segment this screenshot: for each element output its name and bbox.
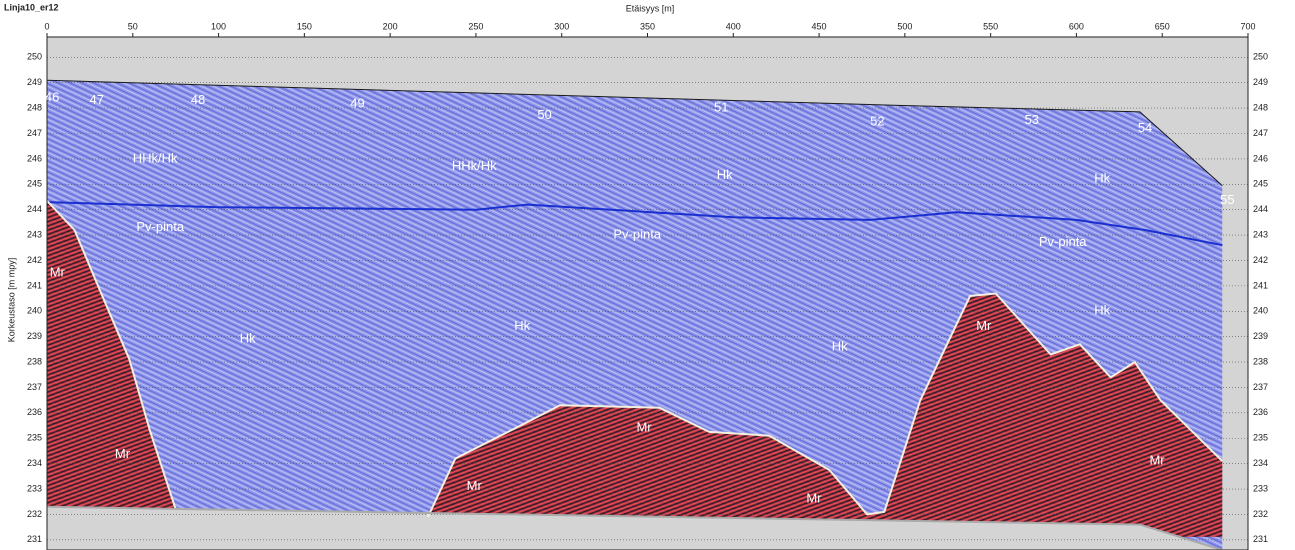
x-tick-label: 600 — [1069, 21, 1084, 31]
annotation: Mr — [1149, 453, 1165, 468]
annotation: 52 — [870, 114, 884, 129]
y-tick-label: 248 — [27, 102, 42, 112]
annotation: 55 — [1220, 192, 1234, 207]
x-tick-label: 400 — [726, 21, 741, 31]
x-tick-label: 650 — [1155, 21, 1170, 31]
y-axis-label: Korkeustaso [m mpy] — [6, 258, 16, 343]
x-tick-label: 450 — [812, 21, 827, 31]
y-tick-label: 236 — [27, 407, 42, 417]
annotation: 50 — [537, 107, 551, 122]
annotation: Hk — [1094, 303, 1110, 318]
y-tick-label: 246 — [27, 153, 42, 163]
x-tick-label: 550 — [983, 21, 998, 31]
y-tick-label-right: 243 — [1253, 229, 1268, 239]
annotation: HHk/Hk — [452, 158, 497, 173]
y-tick-label-right: 247 — [1253, 128, 1268, 138]
annotation: Pv-pinta — [136, 219, 184, 234]
annotation: 54 — [1138, 120, 1152, 135]
annotation: Mr — [50, 265, 66, 280]
page: Linja10_er12 Etäisyys [m] Korkeustaso [m… — [0, 0, 1295, 550]
annotation: Pv-pinta — [1039, 234, 1087, 249]
annotation: 51 — [714, 100, 728, 115]
y-tick-label-right: 232 — [1253, 509, 1268, 519]
chart-title: Linja10_er12 — [4, 2, 59, 12]
y-tick-label: 234 — [27, 458, 42, 468]
annotation: 46 — [45, 89, 59, 104]
y-tick-label: 244 — [27, 204, 42, 214]
annotation: 48 — [191, 92, 205, 107]
annotation: Mr — [976, 318, 992, 333]
y-tick-label-right: 235 — [1253, 433, 1268, 443]
y-tick-label: 242 — [27, 255, 42, 265]
annotation: Mr — [115, 446, 131, 461]
y-tick-label: 233 — [27, 483, 42, 493]
y-tick-label: 232 — [27, 509, 42, 519]
y-tick-label: 238 — [27, 356, 42, 366]
x-tick-label: 250 — [468, 21, 483, 31]
y-tick-label: 235 — [27, 433, 42, 443]
y-tick-label: 237 — [27, 382, 42, 392]
y-tick-label-right: 239 — [1253, 331, 1268, 341]
annotation: Hk — [240, 331, 256, 346]
annotation: 47 — [90, 92, 104, 107]
y-tick-label-right: 246 — [1253, 153, 1268, 163]
annotation: HHk/Hk — [133, 150, 178, 165]
y-tick-label: 239 — [27, 331, 42, 341]
x-tick-label: 350 — [640, 21, 655, 31]
y-tick-label-right: 231 — [1253, 534, 1268, 544]
y-tick-label: 247 — [27, 128, 42, 138]
x-axis-label: Etäisyys [m] — [626, 3, 675, 13]
annotation: 53 — [1025, 112, 1039, 127]
x-tick-label: 150 — [297, 21, 312, 31]
y-tick-label: 241 — [27, 280, 42, 290]
y-tick-label-right: 248 — [1253, 102, 1268, 112]
x-tick-label: 700 — [1240, 21, 1255, 31]
y-tick-label-right: 245 — [1253, 179, 1268, 189]
y-tick-label: 249 — [27, 77, 42, 87]
y-tick-label-right: 242 — [1253, 255, 1268, 265]
annotation: Hk — [514, 318, 530, 333]
x-tick-label: 200 — [383, 21, 398, 31]
y-tick-label-right: 244 — [1253, 204, 1268, 214]
y-tick-label: 243 — [27, 229, 42, 239]
y-tick-label: 250 — [27, 52, 42, 62]
y-tick-label: 245 — [27, 179, 42, 189]
x-tick-label: 100 — [211, 21, 226, 31]
x-tick-label: 50 — [128, 21, 138, 31]
annotation: Mr — [806, 491, 822, 506]
annotation: Hk — [717, 167, 733, 182]
annotation: Mr — [636, 420, 652, 435]
x-tick-label: 500 — [897, 21, 912, 31]
chart: Linja10_er12 Etäisyys [m] Korkeustaso [m… — [0, 0, 1295, 550]
y-tick-label-right: 233 — [1253, 483, 1268, 493]
annotation: Mr — [467, 478, 483, 493]
annotation: Hk — [1094, 171, 1110, 186]
y-tick-label: 240 — [27, 306, 42, 316]
y-tick-label: 231 — [27, 534, 42, 544]
annotation: Hk — [832, 338, 848, 353]
y-tick-label-right: 234 — [1253, 458, 1268, 468]
y-tick-label-right: 236 — [1253, 407, 1268, 417]
y-tick-label-right: 250 — [1253, 52, 1268, 62]
y-tick-label-right: 240 — [1253, 306, 1268, 316]
y-tick-label-right: 249 — [1253, 77, 1268, 87]
x-tick-label: 300 — [554, 21, 569, 31]
x-tick-label: 0 — [44, 21, 49, 31]
y-tick-label-right: 237 — [1253, 382, 1268, 392]
annotation: Pv-pinta — [613, 227, 661, 242]
annotation: 49 — [350, 96, 364, 111]
y-tick-label-right: 238 — [1253, 356, 1268, 366]
y-tick-label-right: 241 — [1253, 280, 1268, 290]
